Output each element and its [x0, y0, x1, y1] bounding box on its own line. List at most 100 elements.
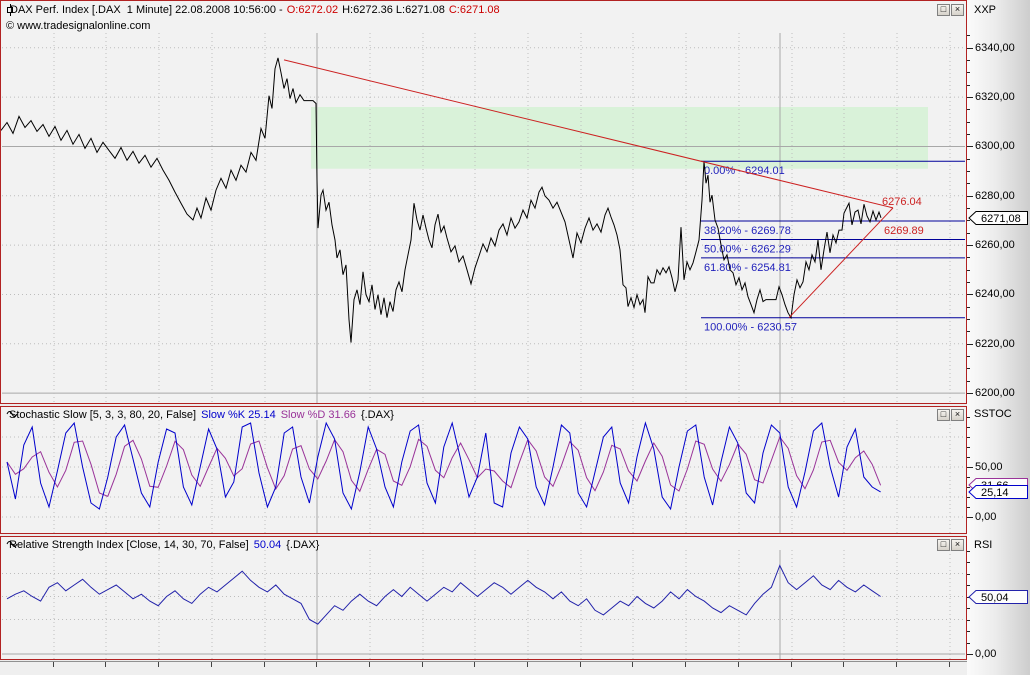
axis-tick-label: 0,00 [975, 648, 997, 660]
rsi-chart-canvas[interactable] [1, 537, 966, 659]
axis-tick [967, 356, 970, 357]
stochastic-d-value: Slow %D 31.66 [280, 409, 356, 421]
rsi-price-tag: 50,04 [968, 589, 1029, 610]
fibonacci-label: 100.00% - 6230.57 [704, 322, 797, 334]
axis-tick [967, 654, 973, 655]
stochastic-k-value: Slow %K 25.14 [201, 409, 276, 421]
trend-lines[interactable]: 6276.04 6269.89 [283, 59, 924, 319]
close-button[interactable]: × [951, 409, 964, 421]
axis-tick [967, 331, 970, 332]
maximize-button[interactable]: □ [937, 4, 950, 16]
stoch-scale-label: SSTOC [974, 408, 1012, 420]
rsi-panel: Relative Strength Index [Close, 14, 30, … [0, 536, 967, 660]
close-button[interactable]: × [951, 4, 964, 16]
fibonacci-label: 38.20% - 6269.78 [704, 225, 791, 237]
axis-tick [967, 574, 970, 575]
axis-tick [967, 620, 970, 621]
axis-tick [967, 457, 970, 458]
axis-tick [967, 109, 970, 110]
rsi-title: Relative Strength Index [Close, 14, 30, … [9, 539, 249, 551]
time-axis-tick [791, 662, 792, 667]
rsi-scale-label: RSI [974, 539, 993, 551]
axis-tick-label: 50,00 [975, 461, 1003, 473]
chart-title: DAX Perf. Index [.DAX 1 Minute] 22.08.20… [6, 4, 500, 16]
axis-tick [967, 282, 970, 283]
stochastic-chart-canvas[interactable] [1, 407, 966, 533]
axis-tick [967, 447, 970, 448]
axis-tick [967, 551, 970, 552]
axis-tick [967, 97, 973, 98]
stoch-k-price-tag: 25,14 [968, 484, 1029, 505]
stoch-k-line[interactable] [6, 421, 881, 511]
time-axis-tick [738, 662, 739, 667]
stochastic-title: Stochastic Slow [5, 3, 3, 80, 20, False] [9, 409, 197, 421]
axis-tick [967, 597, 970, 598]
axis-tick-label: 6280,00 [975, 190, 1015, 202]
time-axis-tick [896, 662, 897, 667]
time-axis[interactable] [0, 661, 967, 675]
fibonacci-retracement[interactable]: 0.00% - 6294.01 38.20% - 6269.78 50.00% - … [701, 160, 965, 334]
svg-text:25,14: 25,14 [981, 487, 1009, 499]
axis-tick [967, 245, 973, 246]
price-chart-canvas[interactable]: 0.00% - 6294.01 38.20% - 6269.78 50.00% - … [1, 1, 966, 403]
axis-tick [967, 134, 970, 135]
rsi-line[interactable] [6, 564, 881, 625]
axis-tick [967, 220, 970, 221]
main-chart-panel: 0.00% - 6294.01 38.20% - 6269.78 50.00% - … [0, 0, 967, 404]
stochastic-window-controls: □ × [937, 409, 964, 421]
svg-text:50,04: 50,04 [981, 592, 1009, 604]
trendline-value-label: 6269.89 [884, 225, 924, 237]
maximize-button[interactable]: □ [937, 539, 950, 551]
time-axis-tick [316, 662, 317, 667]
stochastic-panel: Stochastic Slow [5, 3, 3, 80, 20, False]… [0, 406, 967, 534]
axis-tick [967, 60, 970, 61]
axis-tick-label: 6200,00 [975, 387, 1015, 399]
axis-tick [967, 643, 970, 644]
rsi-header: Relative Strength Index [Close, 14, 30, … [6, 539, 319, 551]
axis-tick [967, 517, 973, 518]
axis-tick-label: 6220,00 [975, 338, 1015, 350]
maximize-button[interactable]: □ [937, 409, 950, 421]
time-axis-tick [369, 662, 370, 667]
main-scale-label: XXP [974, 4, 997, 16]
price-axis[interactable]: XXP SSTOC RSI 6340,00 6320,00 6300,00 6280,… [967, 0, 1030, 675]
last-price-tag: 6271,08 [968, 210, 1029, 231]
maximize-icon: □ [940, 409, 947, 419]
title-open-value: O:6272.02 [286, 4, 339, 16]
axis-tick [967, 467, 973, 468]
time-axis-tick [474, 662, 475, 667]
price-line[interactable] [1, 57, 882, 343]
axis-tick [967, 233, 970, 234]
stoch-d-line[interactable] [6, 435, 882, 497]
axis-tick-label: 6300,00 [975, 140, 1015, 152]
axis-tick [967, 344, 973, 345]
axis-tick [967, 631, 970, 632]
axis-tick-label: 6320,00 [975, 91, 1015, 103]
fibonacci-label: 0.00% - 6294.01 [704, 165, 785, 177]
svg-text:6271,08: 6271,08 [981, 213, 1021, 225]
axis-tick [967, 208, 970, 209]
highlight-band[interactable] [311, 107, 928, 169]
axis-tick [967, 171, 970, 172]
axis-tick [967, 35, 970, 36]
time-axis-tick [685, 662, 686, 667]
axis-tick [967, 562, 970, 563]
maximize-icon: □ [940, 539, 947, 549]
close-button[interactable]: × [951, 539, 964, 551]
fibonacci-label: 50.00% - 6262.29 [704, 244, 791, 256]
axis-tick [967, 608, 970, 609]
axis-tick [967, 487, 970, 488]
time-axis-tick [580, 662, 581, 667]
close-icon: × [954, 539, 961, 549]
axis-tick [967, 257, 970, 258]
title-text: DAX Perf. Index [.DAX 1 Minute] 22.08.20… [10, 4, 283, 16]
title-high-low-values: H:6272.36 L:6271.08 [342, 4, 445, 16]
axis-tick [967, 72, 970, 73]
axis-tick [967, 497, 970, 498]
main-panel-window-controls: □ × [937, 4, 964, 16]
axis-tick [967, 437, 970, 438]
axis-tick [967, 270, 970, 271]
axis-tick [967, 393, 973, 394]
axis-tick [967, 159, 970, 160]
axis-tick [967, 477, 970, 478]
